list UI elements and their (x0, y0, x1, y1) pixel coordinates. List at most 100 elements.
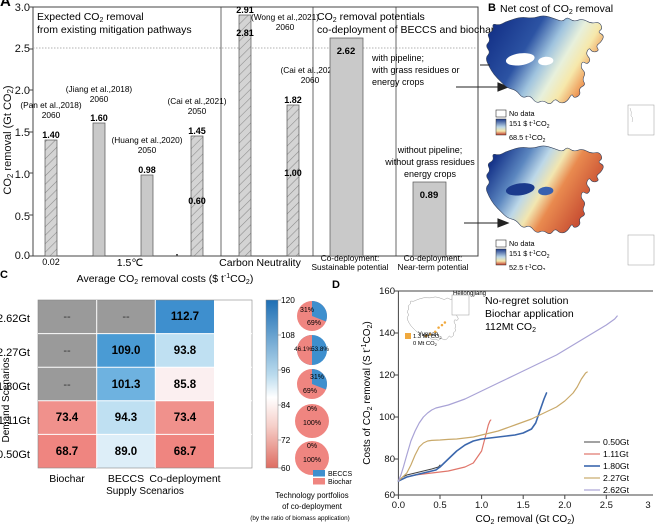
svg-text:Average CO2 removal costs ($ t: Average CO2 removal costs ($ t-1CO2) (77, 273, 254, 286)
svg-text:co-deployment of BECCS and bio: co-deployment of BECCS and biochar (317, 24, 495, 36)
svg-text:2.0: 2.0 (558, 500, 571, 511)
svg-text:CO2 removal (Gt CO2): CO2 removal (Gt CO2) (2, 85, 15, 194)
svg-text:(Wong et al.,2021): (Wong et al.,2021) (251, 12, 319, 22)
svg-text:0.02: 0.02 (42, 257, 60, 267)
svg-text:100: 100 (379, 412, 395, 423)
svg-text:energy crops: energy crops (372, 77, 425, 87)
svg-text:without pipeline;: without pipeline; (397, 145, 463, 155)
svg-text:0%: 0% (307, 443, 317, 450)
svg-text:0.98: 0.98 (138, 165, 156, 175)
svg-text:0.60: 0.60 (188, 196, 206, 206)
svg-text:1.80Gt: 1.80Gt (603, 461, 630, 471)
svg-text:1.5: 1.5 (517, 500, 530, 511)
svg-text:2.0: 2.0 (15, 85, 30, 97)
svg-text:96: 96 (281, 365, 291, 375)
svg-text:Biochar: Biochar (49, 473, 85, 485)
svg-text:94.3: 94.3 (115, 412, 137, 424)
svg-text:No data: No data (509, 109, 535, 118)
svg-text:2.27Gt: 2.27Gt (0, 347, 30, 359)
svg-text:Expected CO2 removal: Expected CO2 removal (37, 11, 144, 24)
svg-text:1.0: 1.0 (15, 169, 30, 181)
svg-text:2050: 2050 (188, 106, 207, 116)
svg-text:0%: 0% (307, 406, 317, 413)
svg-text:1.00: 1.00 (284, 168, 302, 178)
svg-text:151 $ t-1CO2: 151 $ t-1CO2 (509, 119, 550, 130)
svg-text:0.50Gt: 0.50Gt (0, 449, 30, 461)
svg-text:Supply Scenarios: Supply Scenarios (106, 486, 184, 497)
svg-text:112Mt CO2: 112Mt CO2 (485, 321, 536, 334)
svg-text:1.40: 1.40 (42, 130, 60, 140)
svg-text:68.7: 68.7 (174, 446, 196, 458)
svg-text:89.0: 89.0 (115, 446, 137, 458)
svg-text:CO2 removal potentials: CO2 removal potentials (317, 11, 425, 24)
svg-text:Net cost of CO2 removal: Net cost of CO2 removal (500, 3, 613, 16)
svg-text:93.8: 93.8 (174, 345, 197, 357)
svg-text:140: 140 (379, 328, 395, 339)
svg-text:1.11Gt: 1.11Gt (0, 415, 30, 427)
svg-text:120: 120 (379, 370, 395, 381)
svg-text:(Jiang et al.,2018): (Jiang et al.,2018) (66, 84, 133, 94)
svg-text:C: C (0, 269, 8, 281)
svg-text:1.5: 1.5 (15, 127, 30, 139)
svg-text:--: -- (122, 311, 130, 323)
svg-text:108: 108 (281, 330, 295, 340)
svg-text:73.4: 73.4 (56, 412, 79, 424)
svg-text:52.5 t-1CO2: 52.5 t-1CO2 (509, 263, 546, 270)
svg-text:2.81: 2.81 (236, 28, 254, 38)
svg-text:A: A (0, 0, 11, 10)
svg-text:160: 160 (379, 286, 395, 297)
svg-text:energy crops: energy crops (404, 169, 457, 179)
svg-text:0 Mt CO2: 0 Mt CO2 (413, 341, 438, 347)
svg-text:B: B (488, 2, 496, 14)
svg-text:0.50Gt: 0.50Gt (603, 437, 630, 447)
svg-text:Demand Scenarios: Demand Scenarios (1, 357, 12, 442)
svg-text:2060: 2060 (90, 94, 109, 104)
svg-text:2.62Gt: 2.62Gt (0, 313, 30, 325)
svg-text:(Cai et al.,2021): (Cai et al.,2021) (167, 96, 226, 106)
svg-text:3: 3 (645, 500, 650, 511)
svg-text:with pipeline;: with pipeline; (371, 53, 424, 63)
svg-text:151 $ t-1CO2: 151 $ t-1CO2 (509, 249, 550, 260)
svg-text:112.7: 112.7 (171, 311, 199, 323)
svg-text:D: D (332, 279, 340, 291)
svg-text:with grass residues or: with grass residues or (371, 65, 460, 75)
svg-text:100%: 100% (303, 457, 321, 464)
svg-text:46.1%: 46.1% (294, 346, 312, 353)
svg-text:1.5℃: 1.5℃ (117, 257, 144, 269)
svg-text:31%: 31% (300, 307, 314, 314)
svg-text:0.89: 0.89 (420, 190, 439, 201)
svg-text:1.11Gt: 1.11Gt (603, 449, 629, 459)
svg-text:Costs of CO2 removal (S t-1CO2: Costs of CO2 removal (S t-1CO2) (361, 321, 374, 465)
svg-text:1.82: 1.82 (284, 95, 302, 105)
svg-text:CO2 removal (Gt CO2): CO2 removal (Gt CO2) (476, 514, 575, 526)
svg-text:--: -- (63, 345, 71, 357)
svg-text:3.0: 3.0 (15, 2, 30, 14)
svg-text:0.0: 0.0 (15, 250, 30, 262)
svg-text:68.5 t-1CO2: 68.5 t-1CO2 (509, 133, 546, 144)
svg-text:0.5: 0.5 (433, 500, 446, 511)
svg-text:2060: 2060 (42, 110, 61, 120)
svg-text:--: -- (63, 311, 71, 323)
svg-text:100%: 100% (303, 420, 321, 427)
svg-text:109.0: 109.0 (112, 345, 141, 357)
svg-text:No data: No data (509, 239, 535, 248)
svg-text:31%: 31% (310, 374, 324, 381)
svg-text:1.3 Mt CO2: 1.3 Mt CO2 (413, 334, 442, 340)
svg-text:72: 72 (281, 435, 291, 445)
svg-text:69%: 69% (303, 388, 317, 395)
svg-text:(Pan et al.,2018): (Pan et al.,2018) (20, 100, 82, 110)
svg-text:2.5: 2.5 (600, 500, 613, 511)
svg-text:Biochar application: Biochar application (485, 308, 574, 320)
svg-text:(Huang et al.,2020): (Huang et al.,2020) (111, 135, 182, 145)
svg-text:Co-deployment: Co-deployment (149, 473, 220, 485)
svg-text:from existing mitigation pathw: from existing mitigation pathways (37, 24, 192, 36)
svg-text:101.3: 101.3 (112, 379, 141, 391)
svg-text:80: 80 (384, 454, 395, 465)
svg-text:1.60: 1.60 (90, 113, 108, 123)
svg-text:120: 120 (281, 295, 295, 305)
svg-text:without grass residues: without grass residues (384, 157, 475, 167)
svg-text:85.8: 85.8 (174, 379, 197, 391)
svg-text:2060: 2060 (276, 22, 295, 32)
svg-text:BECCS: BECCS (108, 473, 144, 485)
svg-text:Carbon Neutrality: Carbon Neutrality (219, 257, 301, 269)
